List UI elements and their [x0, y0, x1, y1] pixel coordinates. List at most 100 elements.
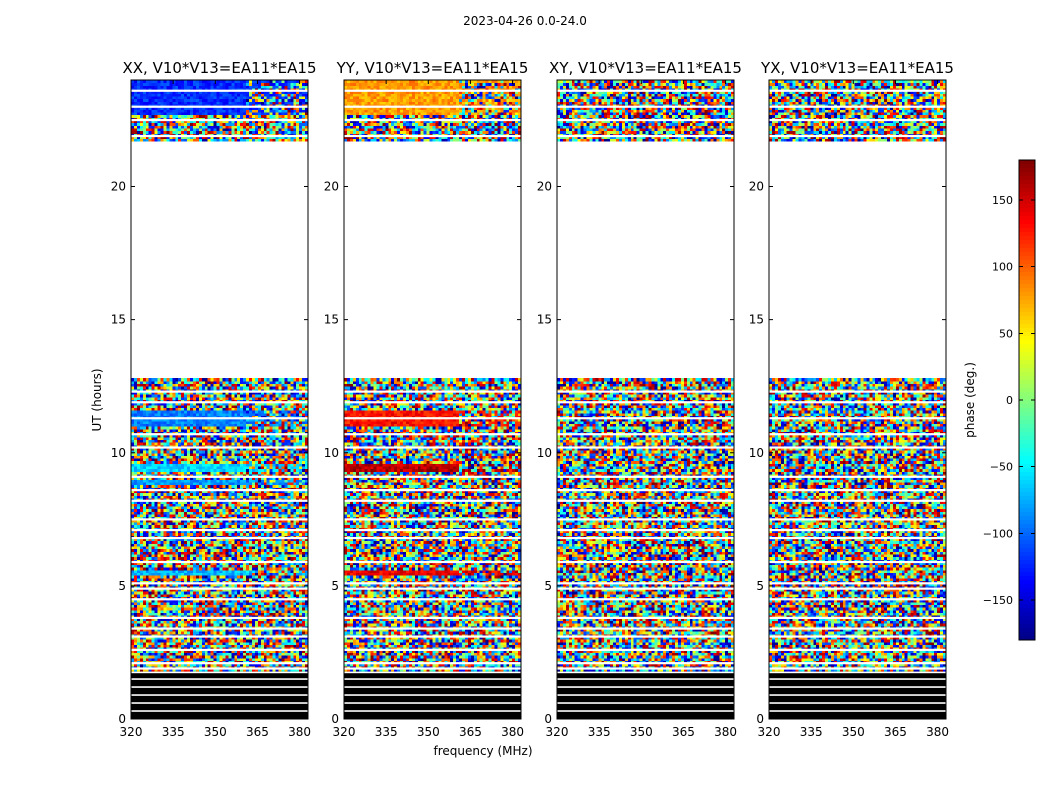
heatmap-cell — [296, 583, 300, 587]
heatmap-cell — [216, 604, 220, 608]
heatmap-cell — [136, 636, 141, 640]
heatmap-cell — [213, 665, 217, 669]
heatmap-cell — [251, 604, 256, 608]
heatmap-cell — [151, 665, 155, 669]
heatmap-cell — [263, 612, 268, 616]
heatmap-cell — [284, 559, 288, 563]
heatmap-cell — [157, 660, 161, 664]
heatmap-cell — [299, 551, 303, 555]
heatmap-cell — [293, 553, 297, 558]
heatmap-cell — [133, 599, 138, 603]
heatmap-cell — [219, 620, 223, 624]
heatmap-cell — [228, 623, 232, 627]
heatmap-cell — [251, 641, 256, 645]
heatmap-cell — [213, 591, 217, 595]
heatmap-cell — [249, 668, 253, 672]
heatmap-cell — [278, 633, 282, 637]
heatmap-cell — [178, 553, 182, 558]
heatmap-cell — [207, 588, 212, 592]
heatmap-cell — [290, 633, 294, 637]
heatmap-cell — [166, 609, 170, 613]
heatmap-cell — [246, 620, 250, 624]
heatmap-cell — [260, 615, 265, 619]
heatmap-cell — [266, 633, 271, 637]
heatmap-cell — [145, 639, 150, 643]
heatmap-cell — [201, 567, 206, 571]
heatmap-cell — [175, 617, 179, 621]
heatmap-cell — [178, 599, 182, 603]
heatmap-cell — [178, 583, 182, 587]
heatmap-cell — [145, 572, 150, 576]
heatmap-cell — [272, 564, 276, 568]
heatmap-cell — [195, 631, 200, 635]
heatmap-cell — [169, 628, 173, 632]
heatmap-cell — [260, 591, 265, 595]
heatmap-cell — [195, 601, 200, 606]
heatmap-cell — [281, 609, 285, 613]
heatmap-cell — [251, 580, 256, 584]
heatmap-cell — [178, 569, 182, 574]
heatmap-cell — [166, 548, 170, 552]
heatmap-cell — [231, 628, 235, 632]
heatmap-cell — [139, 567, 144, 571]
heatmap-cell — [219, 612, 223, 616]
heatmap-cell — [148, 540, 153, 544]
heatmap-cell — [237, 553, 241, 558]
heatmap-cell — [246, 644, 250, 648]
heatmap-cell — [251, 631, 256, 635]
heatmap-cell — [190, 567, 194, 571]
heatmap-cell — [225, 660, 229, 664]
heatmap-cell — [187, 561, 191, 566]
heatmap-cell — [225, 655, 229, 659]
heatmap-cell — [275, 567, 279, 571]
heatmap-cell — [139, 647, 144, 651]
heatmap-cell — [237, 548, 241, 552]
heatmap-cell — [148, 612, 153, 616]
heatmap-cell — [269, 657, 273, 661]
heatmap-cell — [190, 559, 194, 563]
heatmap-cell — [175, 601, 179, 606]
heatmap-cell — [201, 585, 206, 590]
heatmap-cell — [136, 655, 141, 659]
heatmap-cell — [195, 609, 200, 613]
heatmap-cell — [192, 572, 197, 576]
heatmap-cell — [148, 591, 153, 595]
heatmap-cell — [163, 607, 167, 611]
heatmap-cell — [222, 665, 226, 669]
heatmap-cell — [163, 567, 167, 571]
heatmap-cell — [198, 591, 203, 595]
heatmap-cell — [293, 639, 297, 643]
heatmap-cell — [198, 553, 203, 558]
heatmap-cell — [243, 593, 247, 598]
heatmap-cell — [284, 607, 288, 611]
heatmap-cell — [139, 580, 144, 584]
heatmap-cell — [290, 575, 294, 579]
heatmap-cell — [299, 569, 303, 574]
heatmap-cell — [305, 588, 309, 592]
heatmap-cell — [231, 612, 235, 616]
heatmap-cell — [136, 561, 141, 566]
heatmap-cell — [154, 625, 158, 629]
heatmap-cell — [151, 593, 155, 598]
heatmap-cell — [163, 545, 167, 550]
heatmap-cell — [263, 540, 268, 544]
heatmap-cell — [260, 561, 265, 566]
heatmap-cell — [305, 567, 309, 571]
heatmap-cell — [278, 596, 282, 600]
heatmap-cell — [249, 601, 253, 606]
heatmap-cell — [228, 639, 232, 643]
heatmap-cell — [249, 561, 253, 566]
heatmap-cell — [178, 588, 182, 592]
heatmap-cell — [133, 588, 138, 592]
heatmap-cell — [251, 583, 256, 587]
heatmap-cell — [278, 599, 282, 603]
heatmap-cell — [148, 607, 153, 611]
heatmap-cell — [184, 628, 188, 632]
heatmap-cell — [184, 572, 188, 576]
heatmap-cell — [201, 572, 206, 576]
heatmap-cell — [184, 620, 188, 624]
heatmap-cell — [246, 540, 250, 544]
heatmap-cell — [187, 641, 191, 645]
heatmap-cell — [246, 604, 250, 608]
heatmap-cell — [225, 657, 229, 661]
